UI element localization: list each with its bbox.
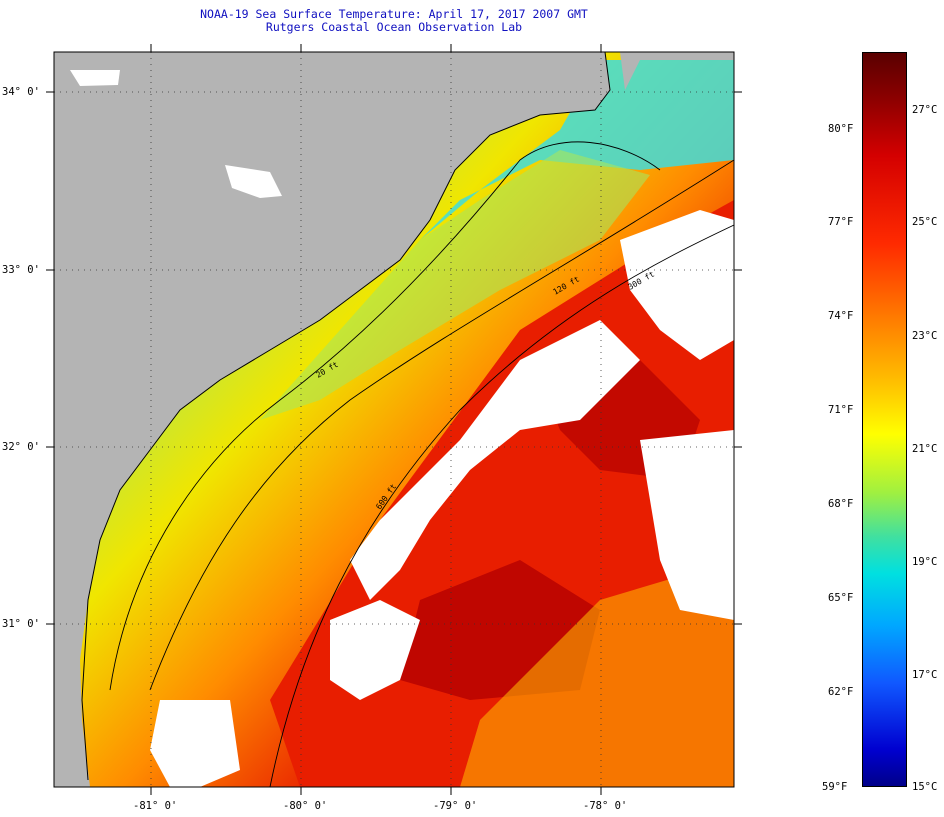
colorbar-c-label: 21°C (912, 443, 938, 455)
colorbar-c-label: 15°C (912, 781, 938, 793)
cyan-coastal (420, 60, 734, 240)
colorbar-c-label: 23°C (912, 330, 938, 342)
land-mass (620, 52, 734, 90)
map-title: NOAA-19 Sea Surface Temperature: April 1… (200, 7, 588, 21)
cloud-patch (350, 320, 640, 600)
colorbar-f-label: 71°F (828, 404, 854, 416)
colorbar-c-label: 17°C (912, 669, 938, 681)
colorbar-f-label: 68°F (828, 498, 854, 510)
colorbar-f-label: 62°F (828, 686, 854, 698)
colorbar-c-label: 27°C (912, 104, 938, 116)
map-subtitle: Rutgers Coastal Ocean Observation Lab (265, 20, 523, 34)
cloud-patch (620, 210, 734, 360)
yellow-plume (460, 560, 734, 787)
cloud-patch (225, 165, 282, 198)
lon-label: -81° 0' (133, 800, 178, 812)
temperature-colorbar (862, 52, 907, 787)
coastline (81, 52, 611, 781)
lon-label: -79° 0' (433, 800, 478, 812)
cloud-patch (640, 430, 734, 620)
colorbar-f-label: 65°F (828, 592, 854, 604)
lat-label: 33° 0' (2, 264, 40, 276)
cloud-patch (70, 70, 120, 86)
lat-label: 31° 0' (2, 618, 40, 630)
isobath-600ft (269, 224, 734, 787)
colorbar-f-label: 59°F (822, 781, 848, 793)
isobath-120ft (149, 159, 734, 691)
land-mass (54, 52, 610, 787)
lon-label: -80° 0' (283, 800, 328, 812)
lat-label: 32° 0' (2, 441, 40, 453)
colorbar-c-label: 25°C (912, 216, 938, 228)
colorbar-c-label: 19°C (912, 556, 938, 568)
green-shelf (260, 150, 650, 420)
colorbar-f-label: 77°F (828, 216, 854, 228)
lon-label: -78° 0' (583, 800, 628, 812)
cloud-patch (330, 600, 420, 700)
colorbar-f-label: 80°F (828, 123, 854, 135)
lat-label: 34° 0' (2, 86, 40, 98)
colorbar-f-label: 74°F (828, 310, 854, 322)
cloud-patch (150, 700, 240, 787)
isobath-20ft (109, 141, 661, 691)
